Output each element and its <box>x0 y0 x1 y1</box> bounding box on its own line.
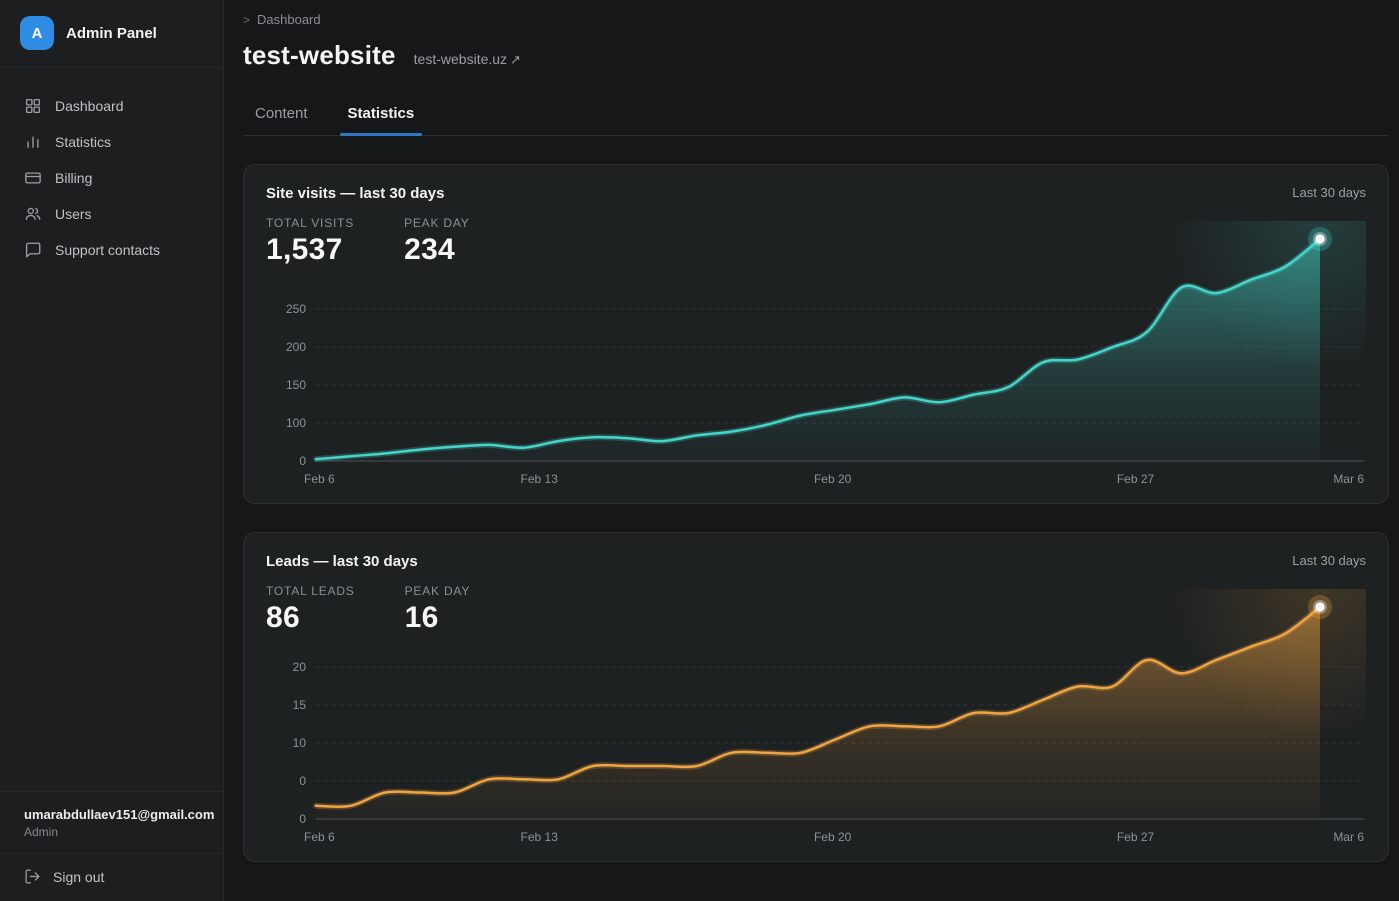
breadcrumb-link-dashboard[interactable]: Dashboard <box>257 12 321 27</box>
sidebar-item-label: Users <box>55 206 92 222</box>
chevron-right-icon: > <box>243 12 251 27</box>
svg-text:20: 20 <box>293 660 307 674</box>
stat-label: TOTAL VISITS <box>266 216 355 230</box>
svg-text:10: 10 <box>293 736 307 750</box>
sidebar-item-dashboard[interactable]: Dashboard <box>0 88 223 124</box>
svg-text:100: 100 <box>286 416 306 430</box>
sidebar-item-label: Support contacts <box>55 242 161 258</box>
visits-card-title: Site visits — last 30 days <box>266 185 445 202</box>
svg-text:150: 150 <box>286 378 306 392</box>
leads-stats: TOTAL LEADS 86 PEAK DAY 16 <box>266 584 470 635</box>
leads-card: Leads — last 30 days Last 30 days TOTAL … <box>243 532 1389 862</box>
stat-label: TOTAL LEADS <box>266 584 355 598</box>
svg-text:0: 0 <box>299 812 306 826</box>
svg-text:250: 250 <box>286 302 306 316</box>
sidebar-item-support-contacts[interactable]: Support contacts <box>0 232 223 268</box>
stat-label: PEAK DAY <box>404 216 470 230</box>
svg-text:Feb 6: Feb 6 <box>304 830 335 844</box>
visits-range-label: Last 30 days <box>1292 185 1366 200</box>
visits-stats: TOTAL VISITS 1,537 PEAK DAY 234 <box>266 216 470 267</box>
stat-peak-day-leads: PEAK DAY 16 <box>405 584 471 635</box>
logout-icon <box>25 869 40 884</box>
message-square-icon <box>25 242 41 258</box>
user-block: umarabdullaev151@gmail.com Admin <box>0 791 223 853</box>
credit-card-icon <box>25 172 41 184</box>
stat-value: 86 <box>266 601 300 634</box>
svg-text:15: 15 <box>293 698 307 712</box>
stat-label: PEAK DAY <box>404 584 471 598</box>
title-row: test-website test-website.uz ↗ <box>243 40 1389 71</box>
svg-text:0: 0 <box>299 454 306 468</box>
users-icon <box>25 207 41 220</box>
bar-chart-icon <box>27 136 39 148</box>
site-link-text: test-website.uz <box>413 51 508 67</box>
breadcrumb: > Dashboard <box>243 12 1389 27</box>
tab-bar: Content Statistics <box>243 95 1389 136</box>
stat-total-visits: TOTAL VISITS 1,537 <box>266 216 354 267</box>
svg-text:Feb 27: Feb 27 <box>1117 472 1155 486</box>
page-title: test-website <box>243 40 396 70</box>
sidebar-footer: umarabdullaev151@gmail.com Admin Sign ou… <box>0 791 223 901</box>
sidebar-item-users[interactable]: Users <box>0 196 223 232</box>
stat-value: 16 <box>404 601 439 634</box>
sidebar: A Admin Panel Dashboard Statistics <box>0 0 224 901</box>
sidebar-item-statistics[interactable]: Statistics <box>0 124 223 160</box>
user-email: umarabdullaev151@gmail.com <box>24 807 215 822</box>
svg-text:Feb 13: Feb 13 <box>521 830 559 844</box>
svg-text:0: 0 <box>299 774 306 788</box>
leads-card-header: Leads — last 30 days Last 30 days <box>266 553 1366 570</box>
visits-card: Site visits — last 30 days Last 30 days … <box>243 164 1389 504</box>
sidebar-item-label: Billing <box>55 170 93 186</box>
stat-value: 234 <box>404 233 456 266</box>
grid-icon <box>25 98 41 114</box>
app-title: Admin Panel <box>66 24 157 42</box>
main-content: > Dashboard test-website test-website.uz… <box>224 0 1399 901</box>
app-logo: A <box>20 16 54 50</box>
stat-total-leads: TOTAL LEADS 86 <box>266 584 355 635</box>
svg-text:Feb 6: Feb 6 <box>304 472 335 486</box>
svg-text:Feb 20: Feb 20 <box>814 472 852 486</box>
visits-chart: 100 150 200 250 0 Feb 6 Feb 13 Feb 20 Feb 27 Mar … <box>266 221 1366 491</box>
svg-text:200: 200 <box>286 340 306 354</box>
sidebar-item-label: Dashboard <box>55 98 124 114</box>
stat-peak-day-visits: PEAK DAY 234 <box>404 216 470 267</box>
user-role: Admin <box>24 825 59 839</box>
visits-card-header: Site visits — last 30 days Last 30 days <box>266 185 1366 202</box>
svg-text:Feb 20: Feb 20 <box>814 830 852 844</box>
tab-content[interactable]: Content <box>255 105 308 122</box>
sidebar-nav: Dashboard Statistics Billing Users <box>0 68 223 268</box>
leads-chart: 0 10 15 20 0 Feb 6 Feb 13 Feb 20 Feb 27 Mar 6 <box>266 589 1366 849</box>
sidebar-item-label: Statistics <box>55 134 112 150</box>
svg-text:Feb 27: Feb 27 <box>1117 830 1155 844</box>
external-link-icon: ↗ <box>510 52 521 67</box>
sidebar-header: A Admin Panel <box>0 0 223 68</box>
tab-statistics[interactable]: Statistics <box>339 95 422 136</box>
signout-label: Sign out <box>53 868 105 885</box>
leads-card-title: Leads — last 30 days <box>266 553 418 570</box>
site-link[interactable]: test-website.uz ↗ <box>414 51 521 68</box>
svg-text:Mar 6: Mar 6 <box>1333 830 1364 844</box>
svg-text:Mar 6: Mar 6 <box>1333 472 1364 486</box>
stat-value: 1,537 <box>266 233 343 266</box>
svg-text:Feb 13: Feb 13 <box>521 472 559 486</box>
sidebar-item-billing[interactable]: Billing <box>0 160 223 196</box>
leads-range-label: Last 30 days <box>1292 553 1366 568</box>
sidebar-item-signout[interactable]: Sign out <box>0 853 223 901</box>
